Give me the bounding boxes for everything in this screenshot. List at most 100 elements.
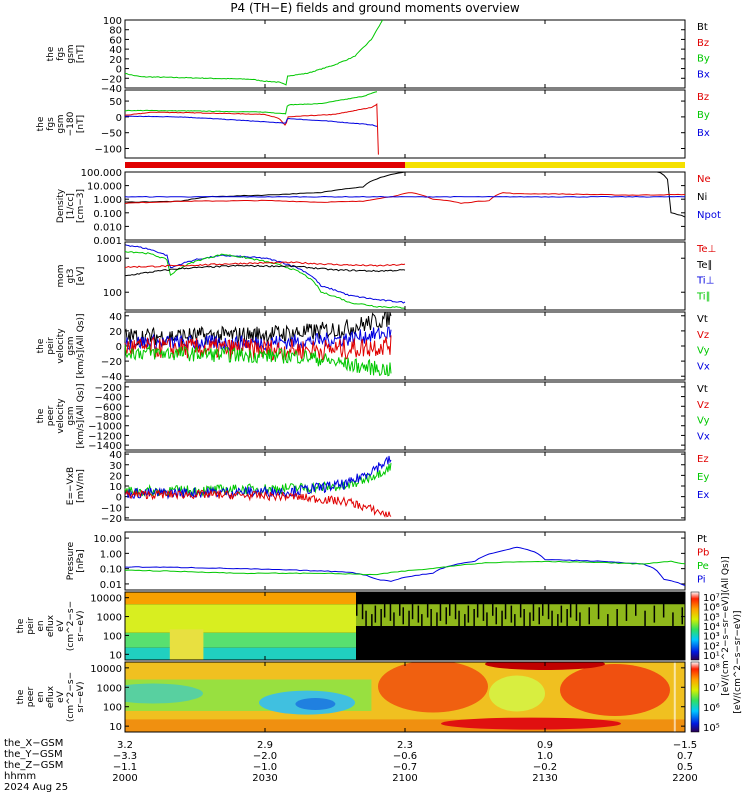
y-axis-label: the [46,46,56,61]
footer-row-hhmm: hhmm [4,771,37,782]
series-line [124,326,392,352]
y-axis-label: en [36,691,46,702]
x-tick-label: −0.2 [533,762,557,773]
spectrogram-gap [393,612,395,630]
footer-row-x: the_X−GSM [4,738,64,749]
legend-entry: Vx [697,431,710,442]
y-axis-label: the [16,618,26,633]
spectrogram-gap [653,605,656,623]
y-tick-label: 1000 [97,683,122,694]
y-axis-label: (cm^2−s− [66,601,76,651]
y-tick-label: 100 [103,288,122,299]
y-tick-label: 30 [109,461,122,472]
y-tick-label: 20 [109,471,122,482]
spectrogram-image [125,662,685,732]
y-axis-label: gsm [66,336,76,355]
series-line [124,244,406,304]
legend-entry: Ne [697,174,711,185]
x-tick-label: 0.7 [677,751,693,762]
y-tick-label: 1.000 [93,195,122,206]
legend-entry: Bz [697,38,709,49]
spectrogram-gap [569,600,572,618]
footer-row-z: the_Z−GSM [4,760,64,771]
y-tick-label: −100 [95,145,122,156]
y-axis-label: [km/s](All Qs)] [76,383,86,448]
y-tick-label: 100.000 [81,168,122,179]
legend-entry: Bx [697,128,710,139]
spectrogram-gap [557,614,559,632]
spectrogram-patch [441,717,621,730]
y-tick-label: 0.100 [93,209,122,220]
y-tick-label: 0.010 [93,222,122,233]
y-tick-label: −40 [101,372,122,383]
series-line [124,546,686,586]
spectrogram-gap [551,610,553,628]
y-axis-label: velocity [56,398,66,434]
spectrogram-gap [473,609,475,626]
y-tick-label: 10000 [90,664,122,675]
spectrogram-gap [635,598,637,616]
x-tick-label: −0.7 [393,762,417,773]
spectrogram-patch [560,664,670,716]
colorbar [690,591,700,661]
spectrogram-gap [426,600,429,618]
colorbar-tick-label: 10⁵ [703,723,720,734]
y-tick-label: 100 [103,703,122,714]
x-tick-label: −1.5 [673,740,697,751]
y-tick-label: −1200 [88,431,122,442]
spectrogram-gap [681,607,683,625]
spectrogram-gap [399,598,401,616]
spectrogram-band [125,647,356,660]
y-tick-label: 0.10 [100,565,122,576]
legend-entry: Ez [697,454,709,465]
spectrogram-gap [523,609,525,626]
spectrogram-gap [529,612,531,630]
legend-entry: Vy [697,346,710,357]
spectrogram-gap [482,603,485,621]
y-tick-label: 100 [103,631,122,642]
colorbar-tick-label: 10² [703,641,720,652]
spectrogram-gap [644,610,646,628]
y-tick-label: −20 [101,357,122,368]
y-tick-label: 0 [116,113,122,124]
spectrogram-gap [371,614,373,632]
legend-entry: Pt [697,534,707,545]
legend-entry: Pe [697,561,709,572]
legend-entry: Ex [697,490,709,501]
y-tick-label: 0.001 [93,236,122,247]
colorbar [690,661,700,733]
y-axis-label: gt3 [66,269,76,284]
spectrogram-gap [542,598,544,616]
legend-entry: Npot [697,210,721,221]
y-tick-label: −400 [95,393,122,404]
x-tick-label: −2.0 [253,751,277,762]
x-tick-label: −3.3 [113,751,137,762]
y-axis-label: eV [56,619,66,632]
spectrogram-band [169,629,204,660]
y-axis-label: [mV/m] [76,469,86,503]
legend-entry: Te⊥ [696,244,716,255]
chart-title: P4 (TH−E) fields and ground moments over… [230,1,520,15]
colorbar-label: [eV/(cm^2−s−sr−eV)] [733,610,743,713]
y-tick-label: 10.000 [87,182,122,193]
series-line [124,261,406,268]
colorbar-tick-label: 10³ [703,632,720,643]
panel-mode-bar [125,162,685,168]
y-axis-label: [1/cc] [66,193,76,219]
spectrogram-gap [538,607,540,625]
spectrogram-image [125,592,685,660]
x-tick-label: 2000 [112,773,137,784]
y-axis-label: fgs [46,117,56,131]
spectrogram-gap [454,602,457,620]
panel-frame [124,451,686,521]
series-line [125,91,378,115]
footer-date: 2024 Aug 25 [4,782,69,793]
y-tick-label: 1000 [97,254,122,265]
colorbar-tick-label: 10⁵ [703,612,720,623]
spectrogram-gap [430,609,432,626]
y-axis-label: velocity [56,328,66,364]
legend-entry: Bz [697,92,709,103]
y-tick-label: 100 [103,16,122,27]
